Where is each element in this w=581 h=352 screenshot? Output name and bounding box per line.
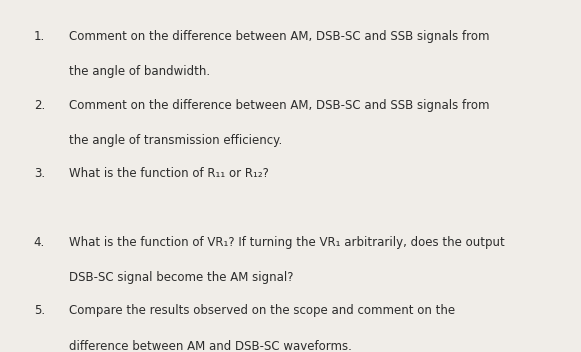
Text: 3.: 3.: [34, 167, 45, 180]
Text: Comment on the difference between AM, DSB-SC and SSB signals from: Comment on the difference between AM, DS…: [69, 99, 489, 112]
Text: 4.: 4.: [34, 236, 45, 249]
Text: the angle of bandwidth.: the angle of bandwidth.: [69, 65, 210, 78]
Text: 2.: 2.: [34, 99, 45, 112]
Text: 5.: 5.: [34, 304, 45, 318]
Text: 1.: 1.: [34, 30, 45, 43]
Text: What is the function of R₁₁ or R₁₂?: What is the function of R₁₁ or R₁₂?: [69, 167, 268, 180]
Text: DSB-SC signal become the AM signal?: DSB-SC signal become the AM signal?: [69, 271, 293, 284]
Text: difference between AM and DSB-SC waveforms.: difference between AM and DSB-SC wavefor…: [69, 340, 352, 352]
Text: Comment on the difference between AM, DSB-SC and SSB signals from: Comment on the difference between AM, DS…: [69, 30, 489, 43]
Text: What is the function of VR₁? If turning the VR₁ arbitrarily, does the output: What is the function of VR₁? If turning …: [69, 236, 504, 249]
Text: Compare the results observed on the scope and comment on the: Compare the results observed on the scop…: [69, 304, 455, 318]
Text: the angle of transmission efficiency.: the angle of transmission efficiency.: [69, 134, 282, 147]
